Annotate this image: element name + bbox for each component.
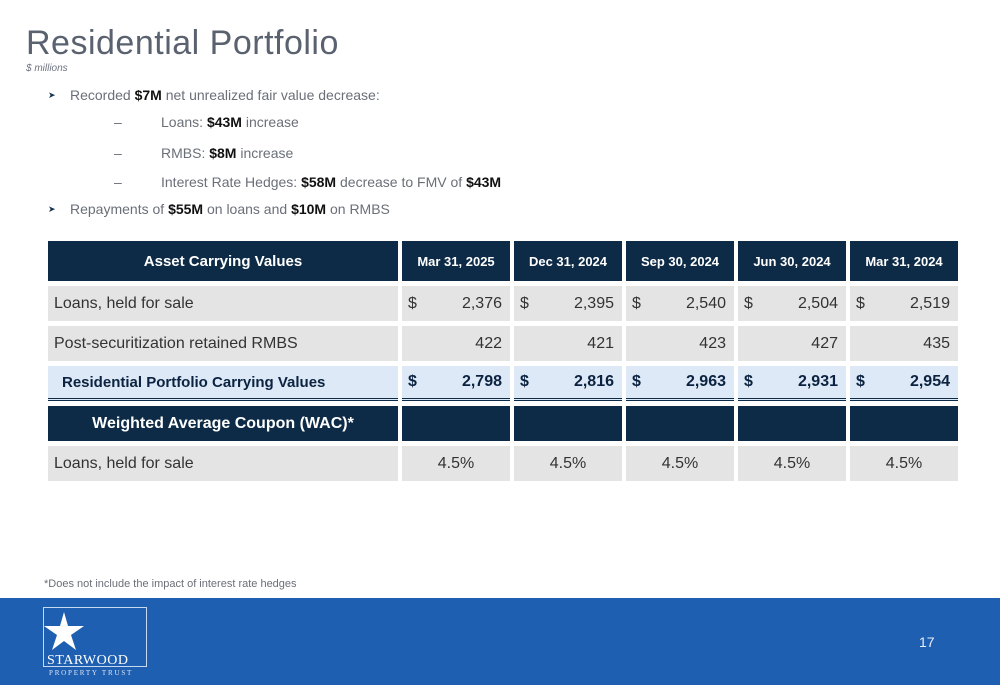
column-header: Jun 30, 2024: [738, 241, 846, 281]
table-cell: 4.5%: [738, 441, 846, 481]
row-label: Post-securitization retained RMBS: [48, 321, 398, 361]
table-cell: $2,954: [850, 361, 958, 401]
row-label: Loans, held for sale: [48, 441, 398, 481]
arrow-bullet-icon: ➤: [48, 204, 56, 214]
table-cell: $2,519: [850, 281, 958, 321]
dash-bullet-icon: –: [114, 114, 122, 130]
table-cell: [850, 401, 958, 441]
row-label: Residential Portfolio Carrying Values: [48, 361, 398, 401]
arrow-bullet-icon: ➤: [48, 90, 56, 100]
table-cell: 421: [514, 321, 622, 361]
table-cell: $2,504: [738, 281, 846, 321]
column-header: Mar 31, 2024: [850, 241, 958, 281]
table-cell: $2,816: [514, 361, 622, 401]
table-cell: $2,376: [402, 281, 510, 321]
table-cell: [626, 401, 734, 441]
footer-band: [0, 598, 1000, 685]
column-header: Sep 30, 2024: [626, 241, 734, 281]
table-cell: [402, 401, 510, 441]
table-cell: $2,931: [738, 361, 846, 401]
page-title: Residential Portfolio: [26, 24, 339, 62]
dash-bullet-icon: –: [114, 174, 122, 190]
table-cell: 4.5%: [402, 441, 510, 481]
table-cell: 423: [626, 321, 734, 361]
table-cell: 435: [850, 321, 958, 361]
total-row: Residential Portfolio Carrying Values $2…: [48, 361, 958, 401]
units-note: $ millions: [26, 63, 68, 74]
company-logo: [43, 607, 147, 667]
carrying-values-table: Asset Carrying Values Mar 31, 2025 Dec 3…: [44, 241, 962, 481]
table-cell: [738, 401, 846, 441]
dash-bullet-icon: –: [114, 145, 122, 161]
table-cell: $2,798: [402, 361, 510, 401]
column-header: Dec 31, 2024: [514, 241, 622, 281]
footnote: *Does not include the impact of interest…: [44, 578, 297, 590]
logo-name: STARWOOD: [47, 653, 129, 668]
table-cell: [514, 401, 622, 441]
section-header: Weighted Average Coupon (WAC)*: [48, 401, 398, 441]
table-cell: $2,540: [626, 281, 734, 321]
star-icon: [44, 612, 84, 650]
table-cell: 4.5%: [514, 441, 622, 481]
table-cell: 4.5%: [626, 441, 734, 481]
table-row: Loans, held for sale 4.5% 4.5% 4.5% 4.5%…: [48, 441, 958, 481]
logo-subtitle: PROPERTY TRUST: [49, 669, 134, 677]
section-header-row: Weighted Average Coupon (WAC)*: [48, 401, 958, 441]
table-cell: $2,395: [514, 281, 622, 321]
page-number: 17: [919, 634, 935, 650]
column-header: Mar 31, 2025: [402, 241, 510, 281]
table-cell: 4.5%: [850, 441, 958, 481]
table-header-row: Asset Carrying Values Mar 31, 2025 Dec 3…: [48, 241, 958, 281]
table-cell: 427: [738, 321, 846, 361]
row-label: Loans, held for sale: [48, 281, 398, 321]
table-header: Asset Carrying Values: [48, 241, 398, 281]
table-cell: $2,963: [626, 361, 734, 401]
table-row: Post-securitization retained RMBS 422 42…: [48, 321, 958, 361]
table-row: Loans, held for sale $2,376 $2,395 $2,54…: [48, 281, 958, 321]
table-cell: 422: [402, 321, 510, 361]
